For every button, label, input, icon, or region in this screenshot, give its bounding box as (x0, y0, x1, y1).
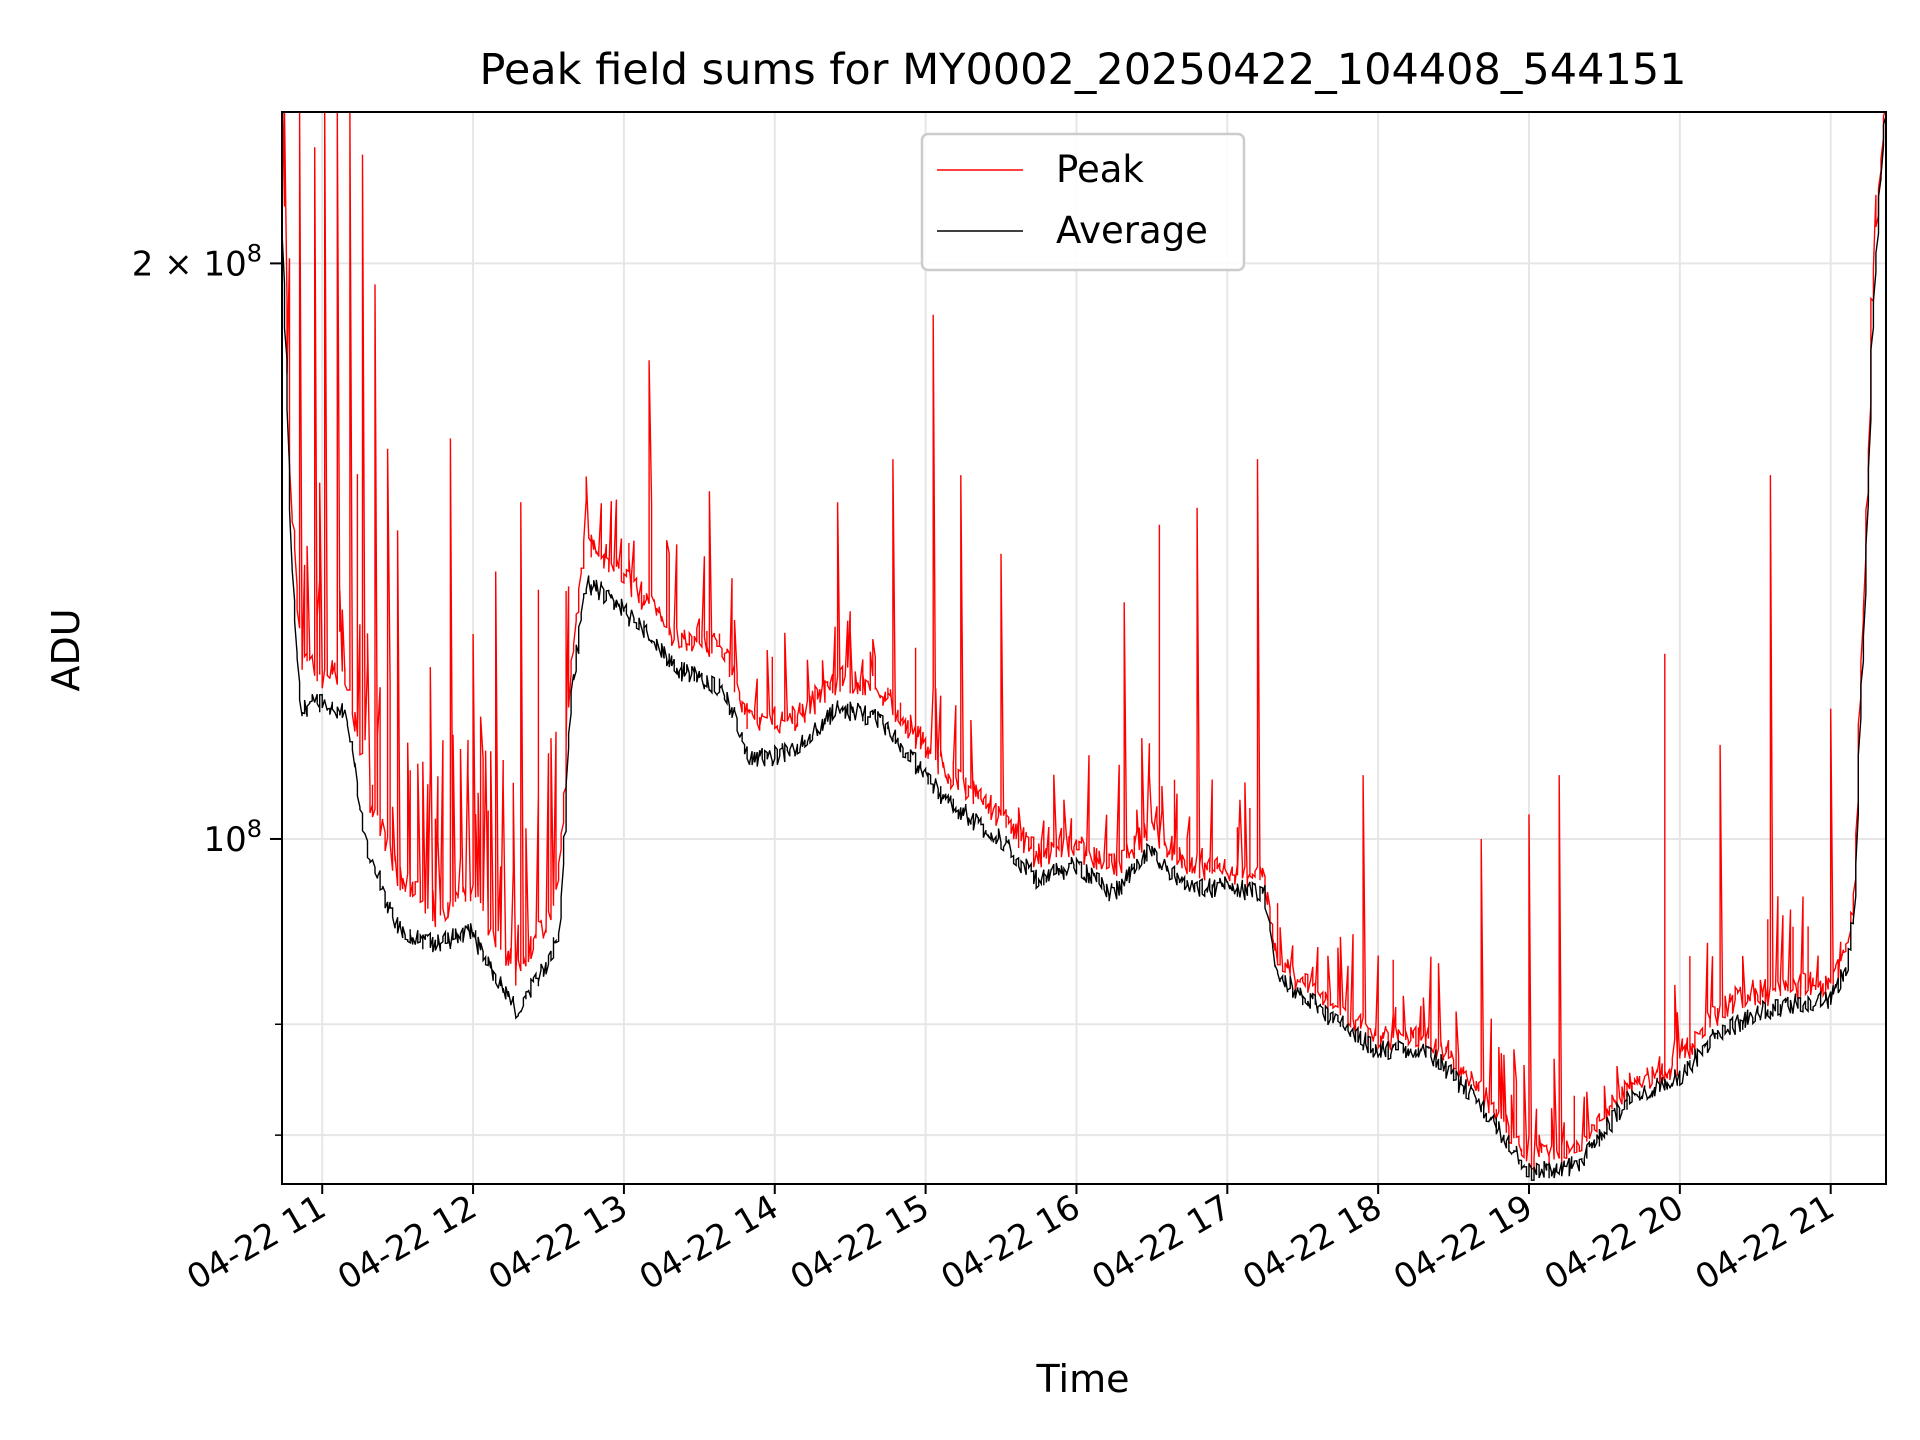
axes-frame (281, 111, 1887, 1185)
y-tick-label: 2 × 108 (132, 239, 262, 284)
series-line-peak (282, 112, 1886, 1171)
legend-label-average: Average (1056, 209, 1208, 252)
chart-title: Peak field sums for MY0002_20250422_1044… (479, 45, 1686, 95)
y-axis-label: ADU (44, 608, 88, 691)
legend: Peak Average (920, 132, 1246, 272)
legend-box (920, 132, 1246, 272)
plot-area (282, 112, 1886, 1181)
axes-spines (281, 111, 1887, 1185)
grid (282, 112, 1886, 1184)
x-axis-label: Time (1036, 1357, 1130, 1401)
series-group (282, 112, 1886, 1181)
series-line-average (282, 116, 1886, 1181)
legend-label-peak: Peak (1056, 148, 1144, 191)
